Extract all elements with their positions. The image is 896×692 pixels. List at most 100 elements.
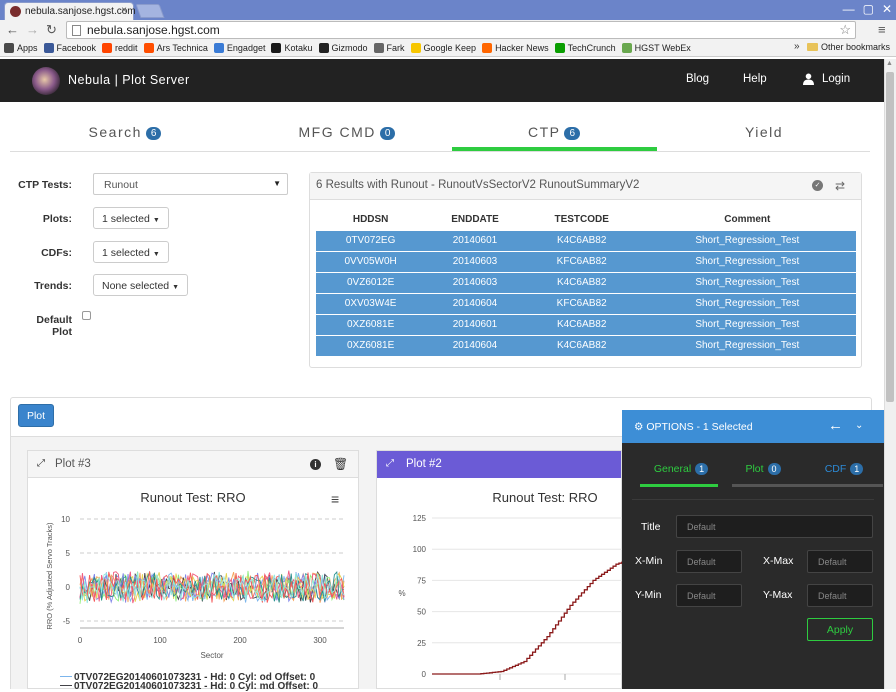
tab-ctp[interactable]: CTP 6 bbox=[444, 124, 664, 140]
bookmark-item[interactable]: Fark bbox=[373, 43, 405, 53]
close-tab-icon[interactable]: × bbox=[121, 5, 127, 16]
browser-menu-icon[interactable]: ≡ bbox=[878, 22, 886, 37]
bookmark-label: Ars Technica bbox=[156, 43, 208, 53]
column-header-enddate[interactable]: ENDDATE bbox=[451, 214, 499, 226]
trends-dropdown[interactable]: None selected ▼ bbox=[93, 274, 189, 296]
table-row[interactable]: 0XZ6081E 20140601 K4C6AB82 Short_Regression… bbox=[316, 313, 856, 335]
x-axis-label: Sector bbox=[200, 651, 223, 660]
table-cell: Short_Regression_Test bbox=[638, 334, 856, 356]
cdfs-dropdown[interactable]: 1 selected ▼ bbox=[93, 241, 169, 263]
reload-icon[interactable]: ↻ bbox=[46, 22, 57, 37]
table-cell: 0TV072EG bbox=[316, 229, 426, 251]
bookmark-item[interactable]: HGST WebEx bbox=[621, 43, 691, 53]
bookmark-icon bbox=[410, 43, 421, 53]
address-bar-url: nebula.sanjose.hgst.com bbox=[87, 23, 220, 37]
options-header: ⚙ OPTIONS - 1 Selected ← ⌄ bbox=[622, 410, 884, 443]
table-row[interactable]: 0VV05W0H 20140603 KFC6AB82 Short_Regression… bbox=[316, 250, 856, 272]
tab-yield[interactable]: Yield bbox=[654, 124, 874, 140]
chart-menu-icon[interactable]: ≡ bbox=[331, 491, 340, 507]
y-axis-label: RRO (% Adjusted Servo Tracks) bbox=[45, 522, 54, 630]
bookmark-icon bbox=[482, 43, 493, 53]
bookmark-icon bbox=[554, 43, 565, 53]
options-tab-general[interactable]: General 1 bbox=[641, 463, 721, 475]
table-cell: KFC6AB82 bbox=[524, 292, 639, 314]
scrollbar-thumb[interactable] bbox=[886, 72, 894, 402]
bookmark-item[interactable]: TechCrunch bbox=[554, 43, 616, 53]
bookmark-item[interactable]: Google Keep bbox=[410, 43, 477, 53]
info-icon[interactable]: i bbox=[310, 459, 321, 470]
y-tick-label: 50 bbox=[417, 608, 426, 617]
site-brand[interactable]: Nebula | Plot Server bbox=[68, 73, 190, 87]
back-arrow-icon[interactable]: ← bbox=[828, 417, 843, 434]
default-plot-checkbox[interactable] bbox=[82, 311, 91, 320]
table-row[interactable]: 0VZ6012E 20140603 K4C6AB82 Short_Regression… bbox=[316, 271, 856, 293]
y-tick-label: 75 bbox=[417, 576, 426, 585]
ymax-input[interactable]: Default bbox=[807, 584, 873, 607]
check-circle-icon[interactable]: ✓ bbox=[812, 180, 823, 191]
tab-label: CTP bbox=[527, 124, 561, 140]
apply-button[interactable]: Apply bbox=[807, 618, 873, 641]
table-row[interactable]: 0XV03W4E 20140604 KFC6AB82 Short_Regression… bbox=[316, 292, 856, 314]
browser-toolbar: ← → ↻ nebula.sanjose.hgst.com ☆ ≡ bbox=[0, 20, 896, 40]
tab-search[interactable]: Search 6 bbox=[15, 124, 235, 140]
table-cell: 20140604 bbox=[425, 334, 525, 356]
column-header-testcode[interactable]: TESTCODE bbox=[554, 214, 609, 226]
nav-login-link[interactable]: Login bbox=[822, 73, 851, 85]
options-tab-cdf[interactable]: CDF 1 bbox=[804, 463, 884, 475]
legend-item[interactable]: 0TV072EG20140601073231 - Hd: 0 Cyl: od O… bbox=[60, 672, 318, 683]
new-tab-button[interactable] bbox=[135, 4, 165, 18]
bookmark-item[interactable]: reddit bbox=[102, 43, 138, 53]
forward-arrow-icon[interactable]: → bbox=[26, 22, 39, 37]
bookmark-item[interactable]: Facebook bbox=[43, 43, 96, 53]
nav-help-link[interactable]: Help bbox=[743, 73, 767, 85]
title-input[interactable]: Default bbox=[676, 515, 873, 538]
table-cell: K4C6AB82 bbox=[524, 271, 639, 293]
compress-icon[interactable]: ⤢ bbox=[37, 458, 45, 469]
ctp-tests-select[interactable]: Runout ▼ bbox=[93, 173, 288, 195]
table-row[interactable]: 0TV072EG 20140601 K4C6AB82 Short_Regression… bbox=[316, 229, 856, 251]
x-tick-label: 300 bbox=[313, 636, 327, 645]
address-bar[interactable]: nebula.sanjose.hgst.com ☆ bbox=[66, 21, 856, 39]
other-bookmarks[interactable]: Other bookmarks bbox=[806, 42, 890, 52]
xmin-input[interactable]: Default bbox=[676, 550, 742, 573]
maximize-icon[interactable]: ▢ bbox=[862, 2, 874, 16]
column-header-comment[interactable]: Comment bbox=[724, 214, 771, 226]
options-tab-plot[interactable]: Plot 0 bbox=[723, 463, 803, 475]
bookmark-item[interactable]: Gizmodo bbox=[318, 43, 368, 53]
legend-item[interactable]: 0TV072EG20140601073231 - Hd: 0 Cyl: md O… bbox=[60, 681, 318, 692]
xmin-label: X-Min bbox=[635, 555, 663, 567]
browser-tab[interactable]: nebula.sanjose.hgst.com × bbox=[4, 2, 136, 20]
column-header-hddsn[interactable]: HDDSN bbox=[352, 214, 389, 226]
bookmark-item[interactable]: Kotaku bbox=[271, 43, 313, 53]
bookmark-item[interactable]: Ars Technica bbox=[143, 43, 208, 53]
table-cell: Short_Regression_Test bbox=[638, 292, 856, 314]
results-panel: 6 Results with Runout - RunoutVsSectorV2… bbox=[309, 172, 862, 368]
table-cell: 0XZ6081E bbox=[316, 334, 426, 356]
plot-button[interactable]: Plot bbox=[18, 404, 54, 427]
tab-mfg-cmd[interactable]: MFG CMD 0 bbox=[237, 124, 457, 140]
shuffle-icon[interactable]: ⇄ bbox=[835, 179, 846, 193]
table-row[interactable]: 0XZ6081E 20140604 K4C6AB82 Short_Regression… bbox=[316, 334, 856, 356]
table-cell: KFC6AB82 bbox=[524, 250, 639, 272]
xmax-input[interactable]: Default bbox=[807, 550, 873, 573]
bookmark-label: Google Keep bbox=[423, 43, 477, 53]
bookmark-star-icon[interactable]: ☆ bbox=[839, 22, 851, 37]
nav-blog-link[interactable]: Blog bbox=[686, 73, 710, 85]
chevron-down-icon[interactable]: ⌄ bbox=[855, 420, 864, 431]
minimize-icon[interactable]: — bbox=[842, 2, 855, 16]
bookmark-item[interactable]: Apps bbox=[4, 43, 38, 53]
close-window-icon[interactable]: ✕ bbox=[881, 2, 892, 16]
trash-icon[interactable]: 🗑 bbox=[333, 457, 349, 471]
y-tick-label: 0 bbox=[422, 670, 427, 679]
ymin-input[interactable]: Default bbox=[676, 584, 742, 607]
scroll-up-arrow-icon[interactable]: ▲ bbox=[886, 60, 893, 67]
compress-icon[interactable]: ⤢ bbox=[386, 458, 394, 469]
bookmarks-overflow-icon[interactable]: » bbox=[794, 41, 800, 52]
bookmark-item[interactable]: Engadget bbox=[213, 43, 265, 53]
x-tick-label: 0 bbox=[78, 636, 83, 645]
gear-icon: ⚙ bbox=[634, 421, 644, 433]
bookmark-icon bbox=[373, 43, 384, 53]
plots-dropdown[interactable]: 1 selected ▼ bbox=[93, 207, 169, 229]
bookmark-item[interactable]: Hacker News bbox=[482, 43, 549, 53]
back-arrow-icon[interactable]: ← bbox=[6, 22, 19, 37]
